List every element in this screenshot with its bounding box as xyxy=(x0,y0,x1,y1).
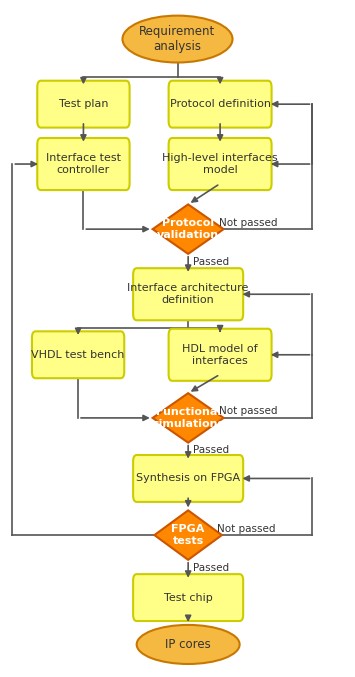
Text: HDL model of
interfaces: HDL model of interfaces xyxy=(182,344,258,366)
Text: Passed: Passed xyxy=(193,445,229,456)
Text: Protocol
validation: Protocol validation xyxy=(157,219,219,240)
FancyBboxPatch shape xyxy=(169,138,272,190)
FancyBboxPatch shape xyxy=(133,455,243,502)
Polygon shape xyxy=(154,510,222,560)
Text: Not passed: Not passed xyxy=(218,523,276,533)
Ellipse shape xyxy=(122,16,233,62)
FancyBboxPatch shape xyxy=(37,138,130,190)
FancyBboxPatch shape xyxy=(32,331,124,378)
Text: Requirement
analysis: Requirement analysis xyxy=(140,25,215,53)
Text: Test chip: Test chip xyxy=(164,592,213,603)
FancyBboxPatch shape xyxy=(133,268,243,320)
Text: Not passed: Not passed xyxy=(219,406,278,416)
FancyBboxPatch shape xyxy=(37,81,130,127)
Text: Passed: Passed xyxy=(193,257,229,267)
FancyBboxPatch shape xyxy=(169,329,272,380)
Text: Interface architecture
definition: Interface architecture definition xyxy=(127,284,249,305)
Text: Interface test
controller: Interface test controller xyxy=(46,153,121,175)
Ellipse shape xyxy=(137,625,240,664)
FancyBboxPatch shape xyxy=(169,81,272,127)
Text: Synthesis on FPGA: Synthesis on FPGA xyxy=(136,473,240,483)
Text: FPGA
tests: FPGA tests xyxy=(171,524,205,546)
Text: Passed: Passed xyxy=(193,563,229,573)
Text: Functional
simulations: Functional simulations xyxy=(152,407,224,429)
Text: Not passed: Not passed xyxy=(219,217,278,227)
Text: Protocol definition: Protocol definition xyxy=(170,99,271,109)
Text: IP cores: IP cores xyxy=(165,638,211,651)
Text: Test plan: Test plan xyxy=(59,99,108,109)
Text: VHDL test bench: VHDL test bench xyxy=(31,350,125,359)
Polygon shape xyxy=(153,393,224,443)
FancyBboxPatch shape xyxy=(133,574,243,621)
Polygon shape xyxy=(153,204,224,254)
Text: High-level interfaces
model: High-level interfaces model xyxy=(162,153,278,175)
